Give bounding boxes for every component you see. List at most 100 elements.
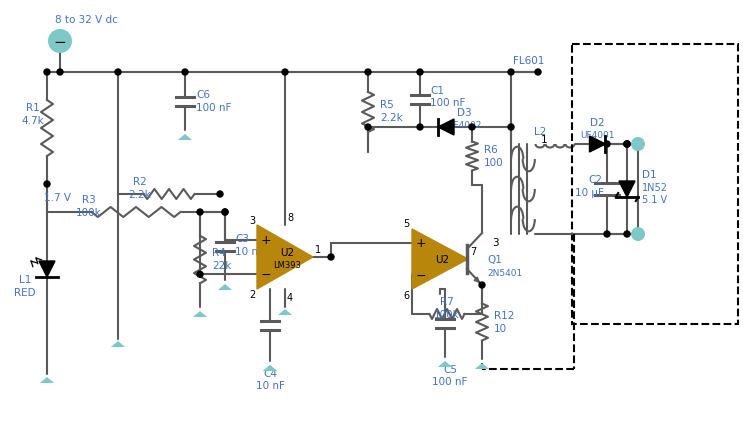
Circle shape (282, 70, 288, 76)
Circle shape (604, 141, 610, 147)
Circle shape (417, 70, 423, 76)
Text: 1: 1 (315, 244, 321, 255)
Circle shape (535, 70, 541, 76)
Text: 6: 6 (403, 290, 409, 300)
Text: L1: L1 (19, 274, 31, 284)
Circle shape (624, 231, 630, 237)
Text: LM393: LM393 (273, 261, 301, 270)
Polygon shape (111, 341, 125, 347)
Text: −: − (416, 269, 426, 282)
Polygon shape (589, 137, 606, 153)
Text: 100k: 100k (76, 208, 102, 218)
Circle shape (222, 209, 228, 215)
Text: R7: R7 (440, 296, 454, 306)
Circle shape (508, 70, 514, 76)
Text: C4: C4 (263, 368, 277, 378)
Circle shape (624, 141, 630, 147)
Polygon shape (412, 230, 468, 289)
Polygon shape (278, 309, 292, 315)
Circle shape (328, 255, 334, 261)
Text: 5.1 V: 5.1 V (642, 194, 667, 205)
Text: 100 nF: 100 nF (430, 98, 465, 108)
Circle shape (182, 70, 188, 76)
Text: R3: R3 (82, 194, 96, 205)
Circle shape (604, 231, 610, 237)
Polygon shape (438, 120, 454, 136)
Circle shape (44, 181, 50, 187)
Circle shape (365, 70, 371, 76)
Text: +: + (415, 237, 426, 250)
Text: 10 nF: 10 nF (235, 246, 264, 256)
Text: C3: C3 (235, 233, 249, 243)
Text: D1: D1 (642, 169, 657, 180)
Text: 22k: 22k (212, 261, 231, 270)
Text: RED: RED (14, 287, 36, 297)
Circle shape (624, 141, 630, 147)
Text: UF4002: UF4002 (447, 120, 481, 129)
Text: 1.7 V: 1.7 V (44, 193, 71, 203)
Circle shape (417, 125, 423, 131)
Text: L2: L2 (533, 127, 546, 137)
Polygon shape (218, 284, 232, 290)
Circle shape (469, 125, 475, 131)
Text: 10 nF: 10 nF (256, 380, 285, 390)
Polygon shape (178, 135, 192, 141)
Text: R12: R12 (494, 310, 514, 320)
Text: 1N52: 1N52 (642, 183, 668, 193)
Text: 2N5401: 2N5401 (487, 269, 522, 278)
Polygon shape (438, 361, 452, 367)
Text: R4: R4 (212, 247, 226, 258)
Text: Q1: Q1 (487, 255, 502, 264)
Text: 1: 1 (541, 135, 548, 144)
Text: 8 to 32 V dc: 8 to 32 V dc (55, 15, 118, 25)
Polygon shape (39, 261, 55, 277)
Circle shape (57, 70, 63, 76)
Circle shape (508, 125, 514, 131)
Circle shape (197, 272, 203, 278)
Text: C1: C1 (430, 86, 444, 96)
Polygon shape (263, 365, 277, 371)
Polygon shape (263, 365, 277, 371)
Polygon shape (193, 311, 207, 317)
Text: 5: 5 (403, 218, 409, 228)
Text: 10: 10 (494, 323, 507, 333)
Text: R1: R1 (26, 103, 40, 113)
Text: UF4001: UF4001 (580, 130, 614, 139)
Text: 3: 3 (493, 237, 499, 247)
Text: 2.2k: 2.2k (129, 190, 152, 200)
Circle shape (48, 30, 72, 54)
Text: 100k: 100k (434, 309, 460, 319)
Text: R6: R6 (484, 144, 498, 155)
Text: −: − (53, 34, 66, 49)
Text: 4: 4 (287, 292, 293, 302)
Text: D2: D2 (590, 118, 605, 128)
Text: 3: 3 (249, 215, 255, 225)
Text: 10 µF: 10 µF (574, 187, 603, 197)
Text: 100 nF: 100 nF (432, 376, 467, 386)
Polygon shape (475, 363, 489, 369)
Circle shape (217, 191, 223, 197)
Text: 7: 7 (470, 246, 476, 256)
Circle shape (631, 227, 645, 241)
Text: R2: R2 (133, 177, 147, 187)
Text: 100 nF: 100 nF (196, 103, 231, 113)
Text: C6: C6 (196, 90, 210, 100)
Text: 2.2k: 2.2k (380, 113, 403, 123)
Circle shape (631, 138, 645, 152)
Text: 8: 8 (287, 212, 293, 222)
Circle shape (365, 125, 371, 131)
Circle shape (197, 209, 203, 215)
Text: +: + (261, 233, 271, 247)
Circle shape (624, 141, 630, 147)
Text: D3: D3 (457, 108, 471, 118)
Polygon shape (257, 225, 313, 289)
Text: C2: C2 (588, 175, 602, 184)
Text: −: − (261, 268, 271, 281)
Text: C5: C5 (443, 364, 457, 374)
Polygon shape (40, 377, 54, 383)
Circle shape (44, 70, 50, 76)
Circle shape (479, 283, 485, 289)
Polygon shape (619, 181, 635, 197)
Text: R5: R5 (380, 100, 394, 110)
Text: U2: U2 (435, 255, 449, 264)
